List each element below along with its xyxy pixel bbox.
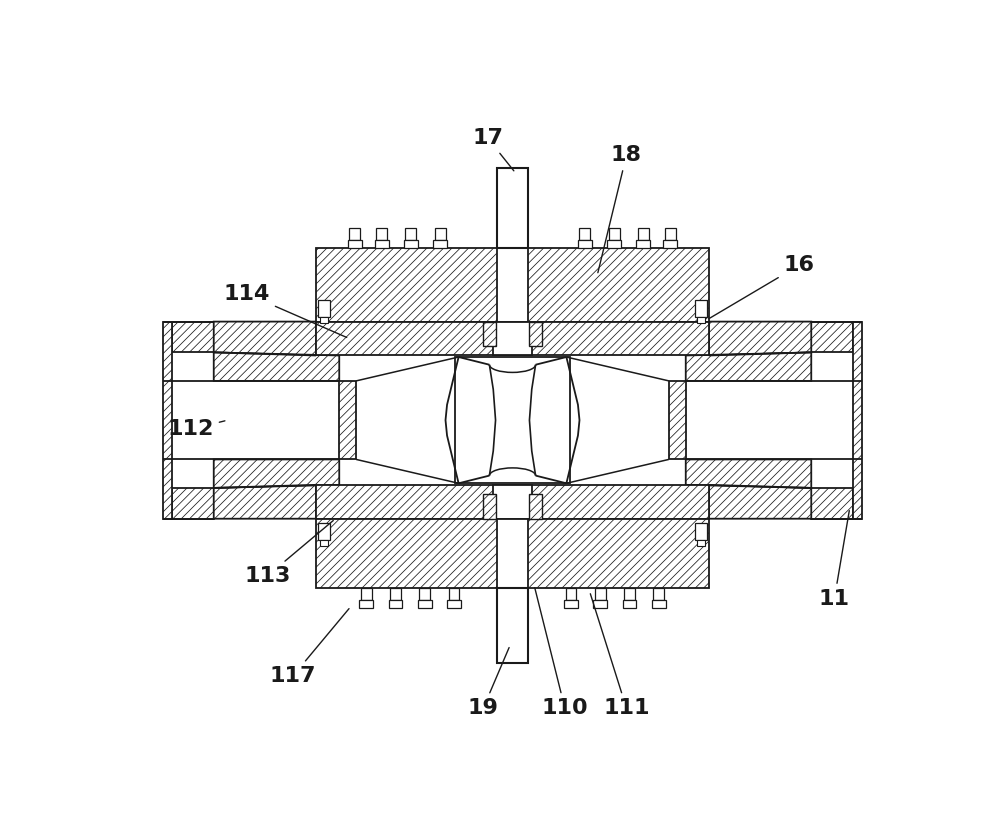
Bar: [564, 601, 578, 608]
Bar: [593, 601, 607, 608]
Polygon shape: [339, 381, 356, 459]
Text: 112: 112: [167, 419, 225, 439]
Bar: [447, 601, 461, 608]
Bar: [607, 240, 621, 248]
Bar: [390, 588, 401, 601]
Polygon shape: [686, 353, 811, 381]
Bar: [349, 228, 360, 240]
Polygon shape: [669, 381, 686, 459]
Text: 117: 117: [270, 609, 349, 686]
Text: 110: 110: [535, 587, 588, 718]
Text: 114: 114: [224, 284, 347, 338]
Bar: [483, 322, 496, 346]
Polygon shape: [172, 488, 214, 518]
Polygon shape: [316, 485, 709, 518]
Text: 16: 16: [709, 255, 814, 319]
Bar: [697, 317, 705, 323]
Bar: [624, 588, 635, 601]
Polygon shape: [214, 353, 339, 381]
Polygon shape: [316, 248, 709, 322]
Bar: [493, 485, 532, 518]
Bar: [497, 248, 528, 322]
Text: 11: 11: [819, 511, 850, 609]
Polygon shape: [316, 518, 709, 588]
Bar: [404, 240, 418, 248]
Polygon shape: [214, 485, 316, 518]
Text: 19: 19: [468, 647, 509, 718]
Bar: [595, 588, 606, 601]
Bar: [318, 300, 330, 317]
Bar: [578, 240, 592, 248]
Bar: [529, 322, 542, 346]
Bar: [433, 240, 447, 248]
Polygon shape: [811, 322, 853, 353]
Bar: [663, 240, 677, 248]
Bar: [638, 228, 649, 240]
Polygon shape: [172, 322, 214, 353]
Bar: [665, 228, 676, 240]
Polygon shape: [709, 322, 811, 355]
Polygon shape: [214, 322, 316, 355]
Bar: [418, 601, 432, 608]
Polygon shape: [214, 459, 339, 488]
Text: 17: 17: [472, 128, 514, 171]
Bar: [493, 322, 532, 355]
Polygon shape: [455, 357, 570, 483]
Bar: [389, 601, 402, 608]
Bar: [609, 228, 620, 240]
Polygon shape: [686, 459, 811, 488]
Text: 111: 111: [590, 594, 650, 718]
Text: 113: 113: [244, 521, 333, 586]
Bar: [579, 228, 590, 240]
Polygon shape: [811, 488, 853, 518]
Bar: [376, 228, 387, 240]
Polygon shape: [316, 322, 709, 355]
Bar: [361, 588, 372, 601]
Bar: [653, 588, 664, 601]
Bar: [320, 317, 328, 323]
Bar: [497, 518, 528, 588]
Bar: [419, 588, 430, 601]
Bar: [695, 300, 707, 317]
Bar: [497, 588, 528, 663]
Bar: [320, 539, 328, 546]
Bar: [652, 601, 666, 608]
Bar: [318, 522, 330, 539]
Bar: [348, 240, 362, 248]
Bar: [483, 494, 496, 518]
Bar: [636, 240, 650, 248]
Bar: [449, 588, 459, 601]
Bar: [163, 322, 172, 518]
Bar: [623, 601, 636, 608]
Bar: [566, 588, 576, 601]
Bar: [697, 539, 705, 546]
Bar: [695, 522, 707, 539]
Bar: [529, 494, 542, 518]
Text: 18: 18: [598, 146, 642, 273]
Bar: [853, 322, 862, 518]
Bar: [359, 601, 373, 608]
Bar: [375, 240, 389, 248]
Bar: [435, 228, 446, 240]
Polygon shape: [709, 485, 811, 518]
Bar: [497, 167, 528, 248]
Bar: [405, 228, 416, 240]
